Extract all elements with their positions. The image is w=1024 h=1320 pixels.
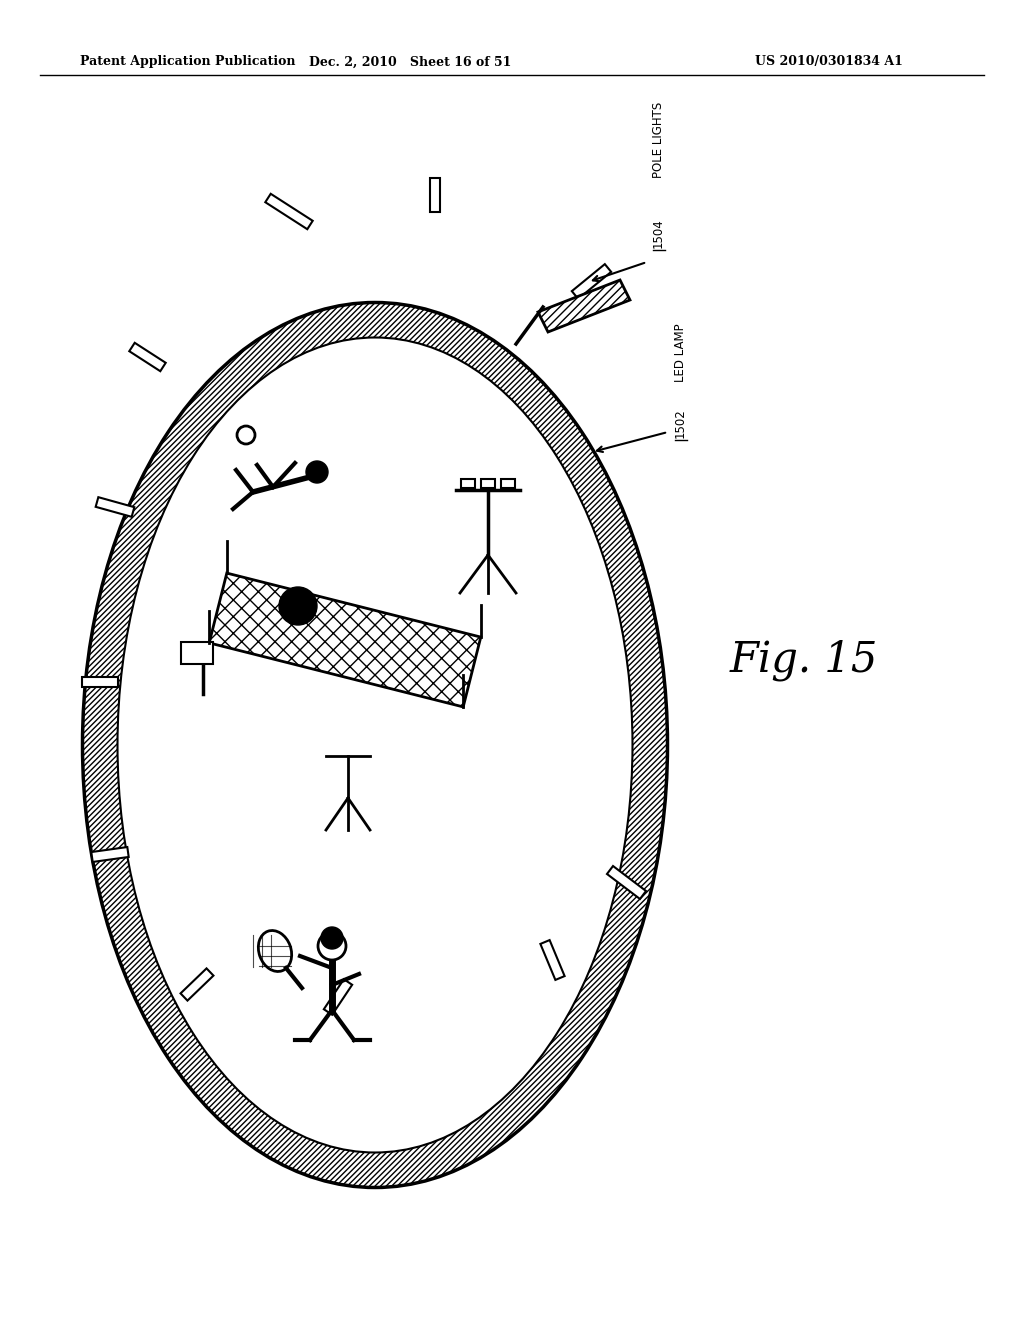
Text: Patent Application Publication: Patent Application Publication: [80, 55, 296, 69]
Bar: [481, 479, 495, 488]
Polygon shape: [129, 343, 166, 371]
Polygon shape: [538, 280, 630, 333]
Polygon shape: [324, 979, 352, 1015]
Circle shape: [279, 587, 317, 624]
Circle shape: [321, 927, 343, 949]
Circle shape: [318, 932, 346, 960]
Ellipse shape: [83, 302, 668, 1188]
Ellipse shape: [118, 338, 633, 1152]
Bar: [181, 642, 213, 664]
Text: Dec. 2, 2010   Sheet 16 of 51: Dec. 2, 2010 Sheet 16 of 51: [309, 55, 511, 69]
Polygon shape: [82, 677, 118, 686]
Circle shape: [306, 461, 328, 483]
Polygon shape: [180, 969, 213, 1001]
Bar: [461, 479, 475, 488]
Text: US 2010/0301834 A1: US 2010/0301834 A1: [755, 55, 903, 69]
Polygon shape: [95, 498, 134, 517]
Text: 1504: 1504: [651, 218, 665, 248]
Polygon shape: [91, 847, 129, 862]
Bar: [501, 479, 515, 488]
Polygon shape: [430, 178, 440, 213]
Text: Fig. 15: Fig. 15: [730, 639, 879, 681]
Text: POLE LIGHTS: POLE LIGHTS: [651, 102, 665, 178]
Text: LED LAMP: LED LAMP: [674, 323, 686, 381]
Polygon shape: [571, 264, 611, 298]
Polygon shape: [265, 194, 312, 230]
Text: 1502: 1502: [674, 408, 686, 438]
Polygon shape: [607, 866, 646, 899]
Polygon shape: [209, 573, 481, 708]
Polygon shape: [541, 940, 564, 979]
